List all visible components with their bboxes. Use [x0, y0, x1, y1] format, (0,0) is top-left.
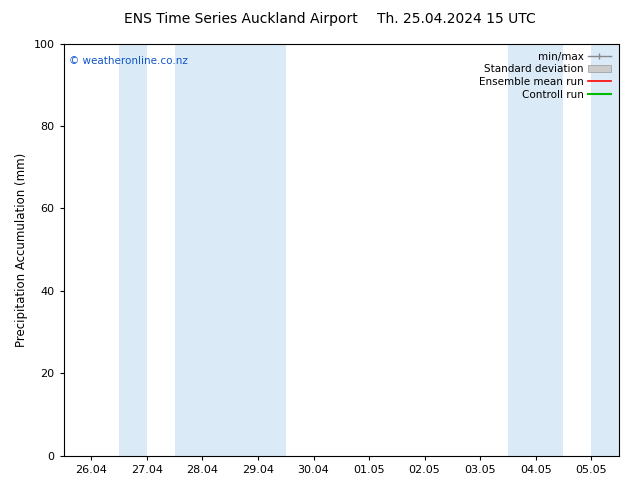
Bar — [119, 44, 147, 456]
Text: ENS Time Series Auckland Airport: ENS Time Series Auckland Airport — [124, 12, 358, 26]
Bar — [592, 44, 619, 456]
Bar — [508, 44, 564, 456]
Text: Th. 25.04.2024 15 UTC: Th. 25.04.2024 15 UTC — [377, 12, 536, 26]
Y-axis label: Precipitation Accumulation (mm): Precipitation Accumulation (mm) — [15, 152, 28, 347]
Bar — [174, 44, 286, 456]
Legend: min/max, Standard deviation, Ensemble mean run, Controll run: min/max, Standard deviation, Ensemble me… — [476, 49, 614, 103]
Text: © weatheronline.co.nz: © weatheronline.co.nz — [69, 56, 188, 66]
